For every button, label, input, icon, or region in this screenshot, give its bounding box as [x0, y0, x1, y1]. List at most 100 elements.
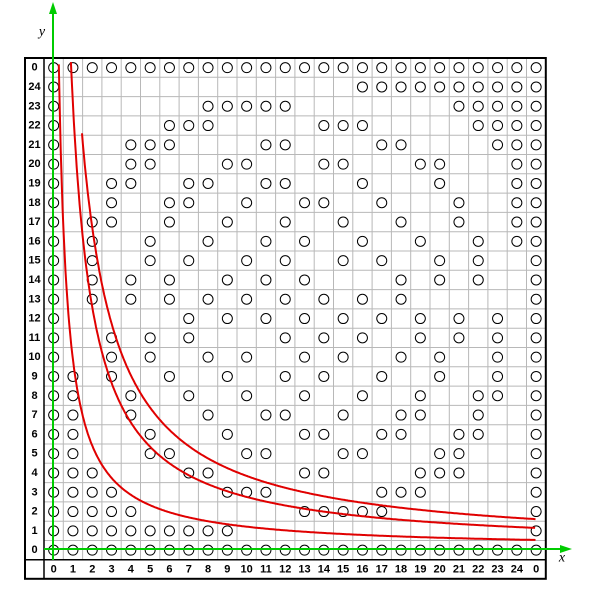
- circle-mark: [395, 544, 407, 556]
- circle-mark: [260, 313, 272, 325]
- circle-mark: [337, 255, 349, 267]
- circle-mark: [530, 274, 542, 286]
- circle-mark: [241, 293, 253, 305]
- column-label: 12: [279, 563, 291, 575]
- column-label: 9: [224, 563, 230, 575]
- circle-mark: [492, 390, 504, 402]
- circle-mark: [299, 274, 311, 286]
- circle-mark: [434, 544, 446, 556]
- column-label: 18: [395, 563, 407, 575]
- circle-mark: [106, 525, 118, 537]
- circle-mark: [144, 62, 156, 74]
- red-curve: [69, 62, 536, 529]
- circle-mark: [144, 139, 156, 151]
- circle-mark: [106, 216, 118, 228]
- circle-mark: [530, 506, 542, 518]
- circle-mark: [241, 100, 253, 112]
- circle-mark: [318, 370, 330, 382]
- circle-mark: [279, 332, 291, 344]
- circle-mark: [221, 370, 233, 382]
- circle-mark: [318, 428, 330, 440]
- circle-mark: [337, 409, 349, 421]
- circle-mark: [376, 370, 388, 382]
- circle-mark: [530, 62, 542, 74]
- column-label: 21: [453, 563, 465, 575]
- circle-mark: [492, 120, 504, 132]
- circle-mark: [221, 216, 233, 228]
- circle-mark: [163, 274, 175, 286]
- circle-mark: [106, 506, 118, 518]
- circle-mark: [144, 332, 156, 344]
- circle-mark: [125, 177, 137, 189]
- circle-mark: [125, 390, 137, 402]
- circle-mark: [414, 235, 426, 247]
- circle-mark: [183, 255, 195, 267]
- circle-mark: [67, 448, 79, 460]
- circle-mark: [376, 313, 388, 325]
- circle-mark: [356, 293, 368, 305]
- circle-mark: [337, 62, 349, 74]
- row-label: 9: [31, 370, 37, 382]
- circle-mark: [318, 62, 330, 74]
- circle-mark: [299, 351, 311, 363]
- circle-mark: [395, 274, 407, 286]
- circle-mark: [125, 158, 137, 170]
- circle-mark: [67, 428, 79, 440]
- circle-mark: [260, 274, 272, 286]
- circle-mark: [395, 428, 407, 440]
- circle-mark: [279, 409, 291, 421]
- circle-mark: [530, 332, 542, 344]
- circle-mark: [241, 62, 253, 74]
- column-label: 13: [298, 563, 310, 575]
- circle-mark: [395, 486, 407, 498]
- circle-mark: [492, 313, 504, 325]
- circle-mark: [163, 544, 175, 556]
- circle-mark: [530, 81, 542, 93]
- circle-mark: [414, 409, 426, 421]
- circle-mark: [414, 332, 426, 344]
- circle-mark: [530, 216, 542, 228]
- circle-mark: [414, 467, 426, 479]
- circle-mark: [67, 467, 79, 479]
- row-label: 18: [28, 197, 40, 209]
- circle-mark: [337, 313, 349, 325]
- circle-mark: [106, 197, 118, 209]
- circle-mark: [260, 235, 272, 247]
- circle-mark: [241, 390, 253, 402]
- row-label: 10: [28, 351, 40, 363]
- circle-mark: [241, 544, 253, 556]
- circle-mark: [472, 274, 484, 286]
- circle-mark: [202, 351, 214, 363]
- column-label: 23: [491, 563, 503, 575]
- red-curve: [57, 64, 536, 541]
- column-label: 16: [356, 563, 368, 575]
- circle-mark: [434, 467, 446, 479]
- circle-mark: [202, 100, 214, 112]
- row-label: 21: [28, 139, 40, 151]
- circle-mark: [414, 62, 426, 74]
- column-label: 6: [166, 563, 172, 575]
- circle-mark: [356, 332, 368, 344]
- circle-mark: [299, 62, 311, 74]
- circle-mark: [221, 158, 233, 170]
- circle-mark: [414, 390, 426, 402]
- column-label: 19: [414, 563, 426, 575]
- circle-mark: [434, 370, 446, 382]
- column-label: 24: [511, 563, 524, 575]
- circle-mark: [395, 139, 407, 151]
- circle-mark: [183, 525, 195, 537]
- circle-mark: [530, 428, 542, 440]
- circle-mark: [453, 467, 465, 479]
- circle-mark: [260, 139, 272, 151]
- circle-mark: [163, 197, 175, 209]
- circle-mark: [86, 62, 98, 74]
- circle-mark: [472, 255, 484, 267]
- circle-mark: [125, 139, 137, 151]
- circle-mark: [434, 158, 446, 170]
- circle-mark: [356, 62, 368, 74]
- circles: [48, 62, 542, 556]
- circle-mark: [530, 120, 542, 132]
- circle-mark: [530, 351, 542, 363]
- circle-mark: [221, 100, 233, 112]
